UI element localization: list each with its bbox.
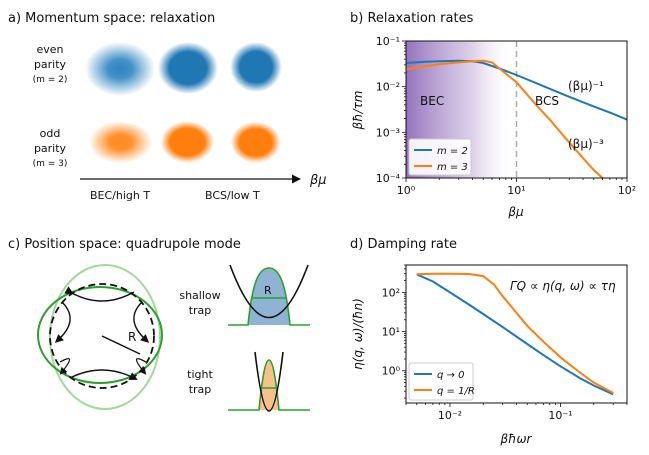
panel-d: d) Damping rate 10⁻² 10⁻¹ 10⁰ 10¹ 10² ΓQ ∝ η…: [350, 237, 628, 446]
panel-d-annotation: ΓQ ∝ η(q, ω) ∝ τη: [510, 279, 616, 293]
shallow-trap-density-fill: [248, 268, 290, 325]
tight-trap-potential: [254, 351, 284, 412]
panel-a-title: a) Momentum space: relaxation: [8, 11, 215, 26]
row1-label-line2: parity: [34, 58, 67, 71]
tight-trap-diagram: [228, 351, 310, 412]
panel-c: c) Position space: quadrupole mode R sha…: [8, 237, 310, 412]
panel-b-title: b) Relaxation rates: [350, 11, 474, 26]
x-tick-label: 10⁻²: [438, 409, 462, 422]
panel-d-ticks: 10⁻² 10⁻¹ 10⁰ 10¹ 10²: [382, 264, 628, 422]
panel-b-ylabel: βħ/τm: [351, 91, 365, 131]
panel-b-plot-area: [406, 59, 627, 178]
shallow-trap-potential: [229, 264, 309, 319]
row2-label-line3: (m = 3): [33, 159, 68, 169]
blob-orange-1: [89, 121, 152, 164]
row2-label-line2: parity: [34, 142, 67, 155]
row1-label-line3: (m = 2): [33, 75, 68, 85]
flow-arrow-lower-right: [135, 358, 147, 375]
shallow-trap-density-outline: [228, 267, 310, 326]
shallow-label-line1: shallow: [179, 289, 220, 302]
y-tick-label: 10⁻¹: [376, 35, 400, 48]
y-tick-label: 10⁻³: [376, 126, 400, 139]
shallow-trap-radius-label: R: [264, 284, 272, 297]
panel-d-ylabel: η(q, ω)/(ħn): [351, 298, 365, 370]
row2-label-line1: odd: [40, 127, 61, 140]
tight-label-line1: tight: [187, 368, 213, 381]
flow-arrow-lower-left: [59, 358, 71, 375]
blob-blue-3: [230, 42, 282, 92]
dashed-circle: [49, 283, 155, 389]
series-line-1: [406, 59, 604, 178]
blob-orange-2: [160, 121, 214, 164]
row1-label-line1: even: [36, 43, 63, 56]
flow-arrow-bottom: [69, 369, 138, 380]
y-tick-label: 10⁰: [382, 365, 401, 378]
y-tick-label: 10¹: [382, 326, 400, 339]
axis-var-label: βμ: [309, 173, 327, 188]
axis-right-label: BCS/low T: [205, 189, 260, 202]
radius-line: [101, 335, 141, 355]
x-tick-label: 10⁻¹: [548, 409, 572, 422]
y-tick-label: 10⁻²: [376, 81, 400, 94]
panel-b-ticks: 10⁰ 10¹ 10² 10⁻⁴ 10⁻³ 10⁻² 10⁻¹: [376, 35, 636, 197]
annot-power-3: (βμ)⁻³: [568, 137, 604, 151]
blob-blue-2: [158, 42, 218, 94]
blob-blue-1: [85, 42, 155, 96]
panel-d-legend: q → 0 q = 1/R: [408, 362, 475, 401]
vertical-ellipse: [49, 264, 161, 410]
annot-power-1: (βμ)⁻¹: [568, 79, 604, 93]
series-line-0: [416, 273, 614, 396]
flow-arrow-top: [64, 286, 135, 302]
horizontal-ellipse: [37, 286, 163, 384]
panel-d-xlabel: βħωr: [500, 432, 533, 446]
legend-label-q0: q → 0: [437, 370, 464, 381]
y-tick-label: 10⁻⁴: [376, 172, 401, 185]
tight-label-line2: trap: [189, 383, 212, 396]
blob-orange-3: [230, 121, 281, 164]
axis-left-label: BEC/high T: [90, 189, 150, 202]
shallow-trap-diagram: R: [228, 264, 310, 326]
flow-arrow-right: [133, 301, 150, 343]
bcs-region-label: BCS: [535, 94, 559, 108]
panel-d-title: d) Damping rate: [350, 237, 457, 252]
panel-b-xlabel: βμ: [507, 205, 524, 219]
bec-region-label: BEC: [420, 94, 444, 108]
series-line-0: [406, 59, 627, 121]
series-line-1: [416, 272, 614, 394]
flow-arrow-left: [54, 301, 71, 343]
panel-c-title: c) Position space: quadrupole mode: [8, 237, 241, 252]
panel-b-legend: m = 2 m = 3: [408, 138, 472, 176]
legend-label-qR: q = 1/R: [437, 386, 475, 397]
legend-label-m2: m = 2: [437, 146, 468, 157]
shallow-label-line2: trap: [189, 304, 212, 317]
legend-label-m3: m = 3: [437, 162, 468, 173]
panel-a: a) Momentum space: relaxation even parit…: [8, 11, 327, 202]
x-tick-label: 10²: [618, 184, 636, 197]
panel-b: b) Relaxation rates 10⁰ 10¹ 10² 10⁻⁴ 10⁻³ 10⁻…: [350, 11, 636, 219]
y-tick-label: 10²: [382, 286, 400, 299]
radius-label: R: [128, 330, 136, 344]
panel-d-plot-area: [416, 272, 614, 396]
x-tick-label: 10⁰: [397, 184, 416, 197]
x-tick-label: 10¹: [507, 184, 525, 197]
